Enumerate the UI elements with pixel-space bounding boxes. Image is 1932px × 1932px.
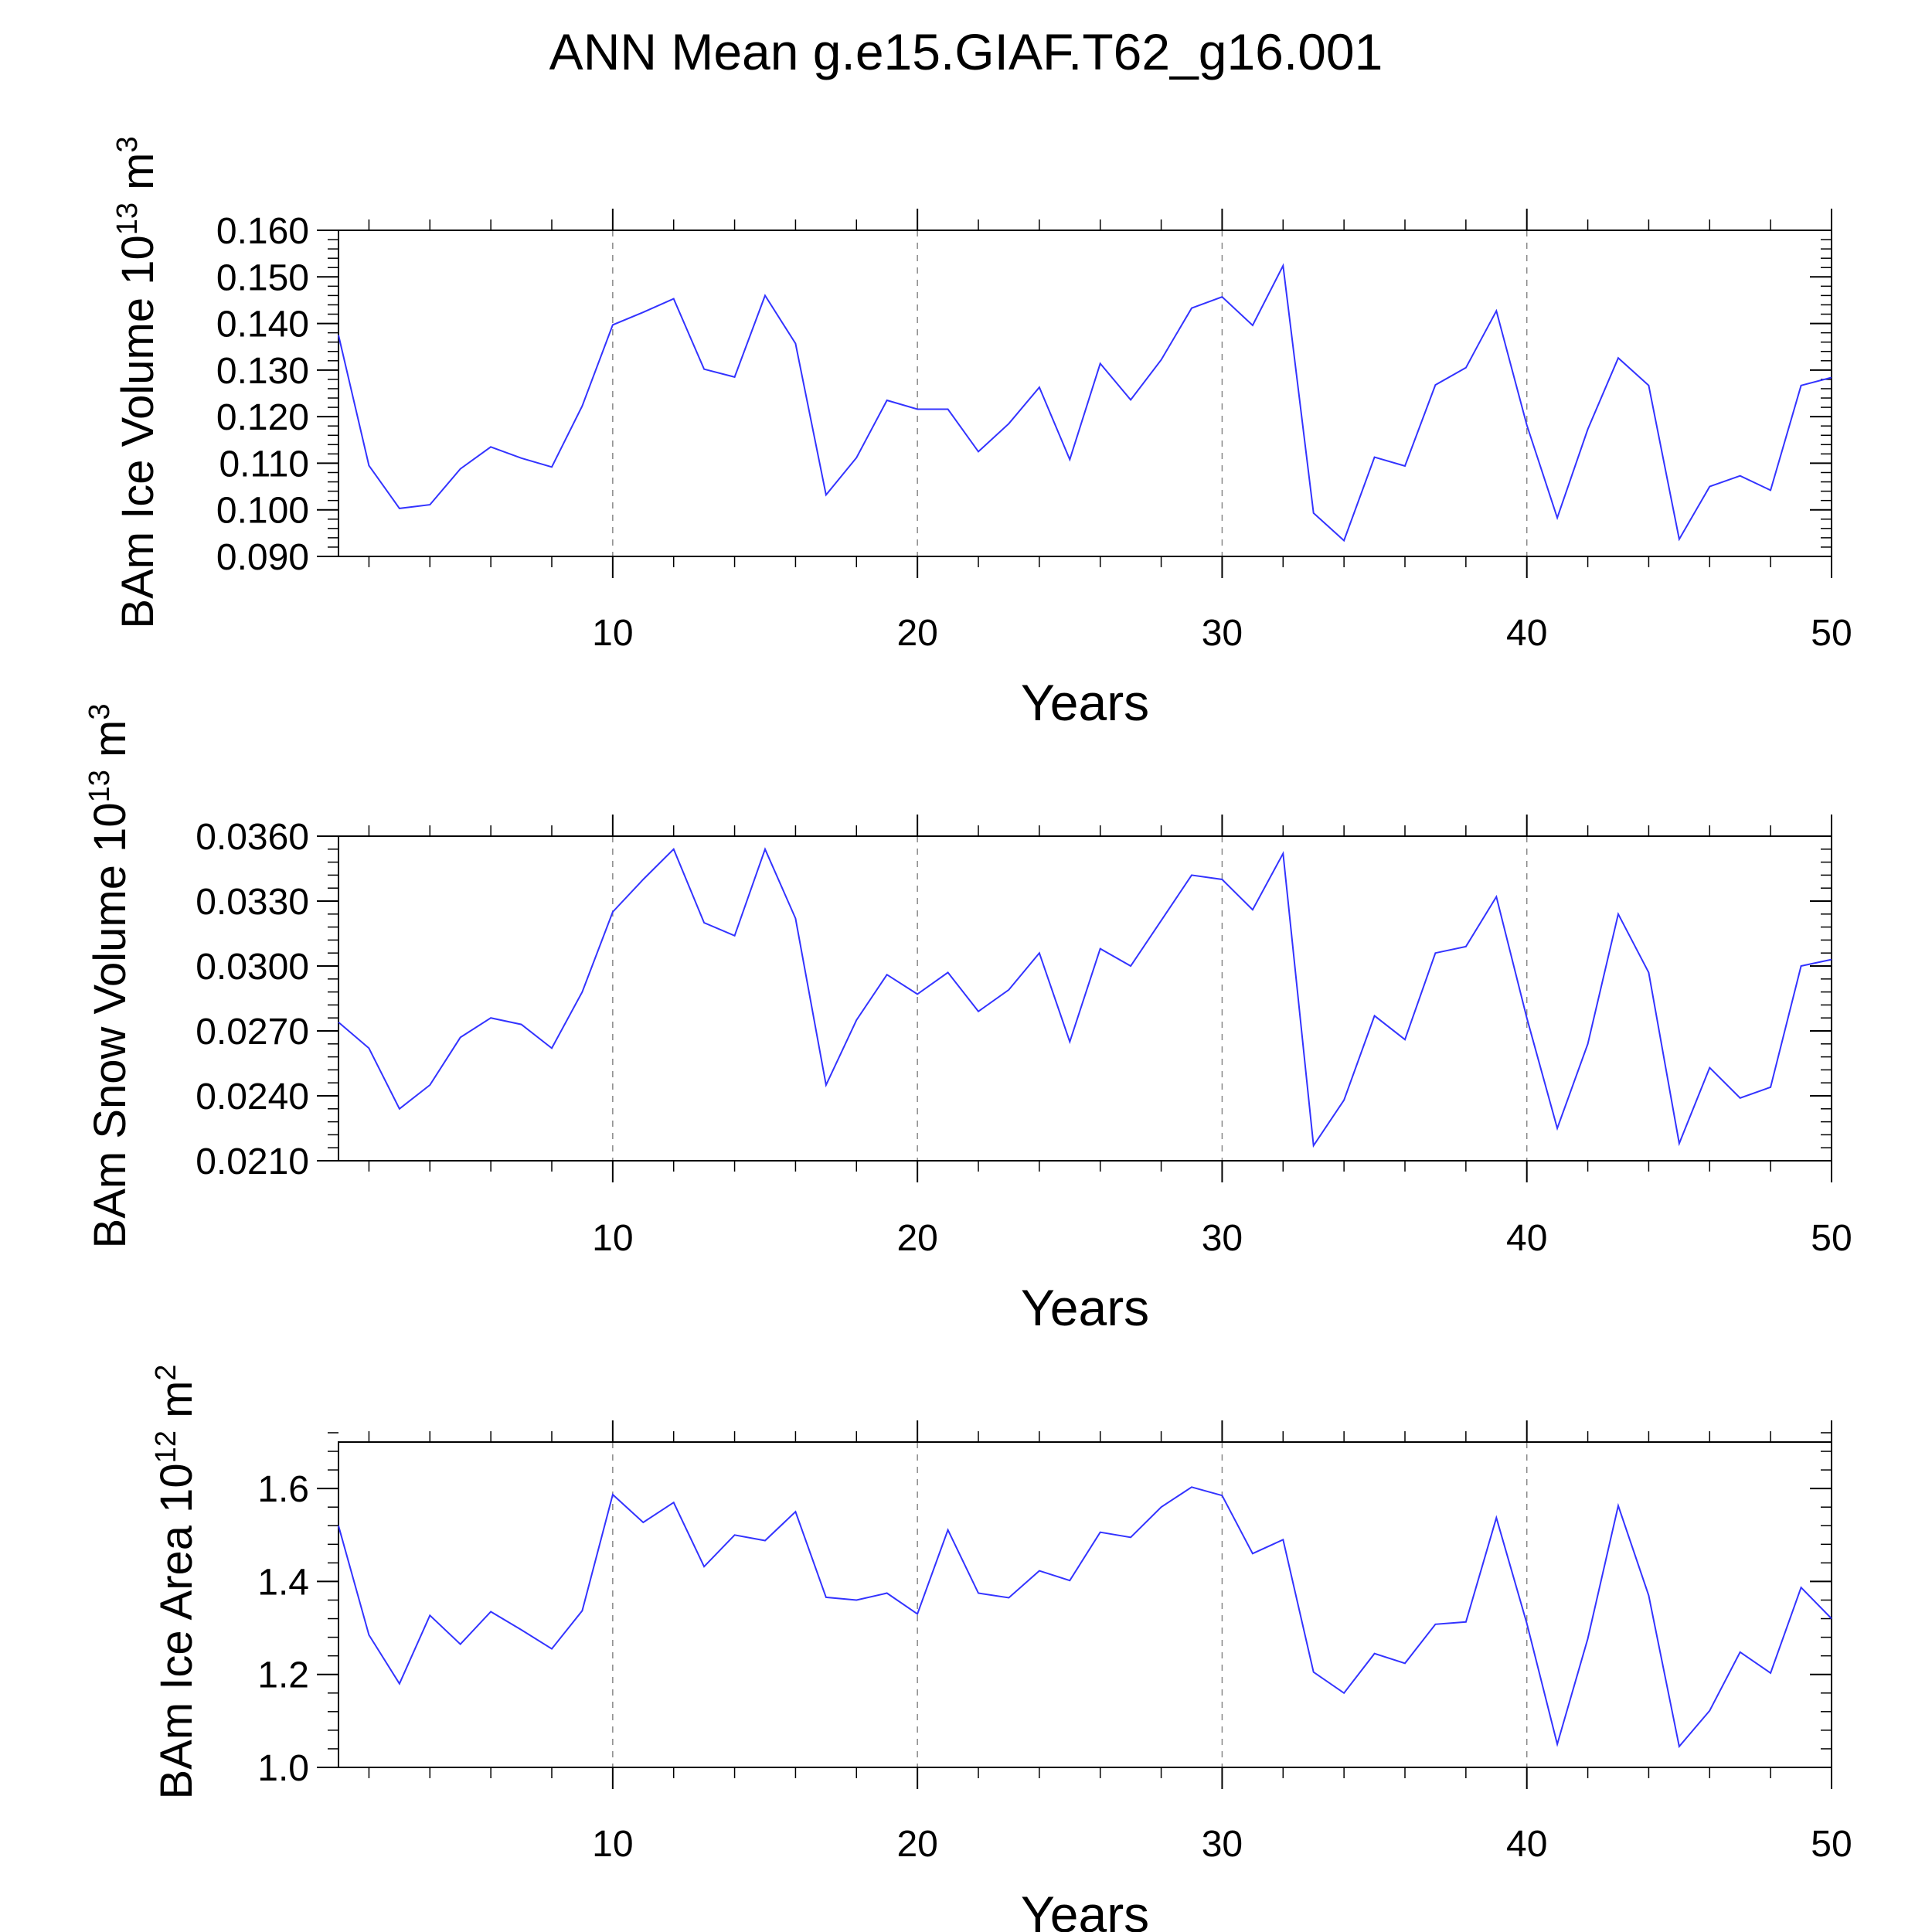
y-tick-label: 1.0 <box>257 1748 309 1789</box>
y-tick-label: 0.090 <box>216 537 309 578</box>
x-tick-label: 30 <box>1202 1218 1243 1259</box>
plot-frame <box>338 835 1832 1162</box>
plot-frame <box>338 230 1832 557</box>
x-tick-label: 40 <box>1506 1218 1547 1259</box>
y-axis-label-superscript: 12 <box>150 1430 182 1463</box>
y-tick-label: 1.4 <box>257 1562 309 1603</box>
y-tick-label: 1.6 <box>257 1469 309 1510</box>
y-tick-label: 0.160 <box>216 211 309 252</box>
y-axis-label-superscript: 2 <box>150 1364 182 1380</box>
x-tick-label: 10 <box>592 613 633 654</box>
y-axis-label-superscript: 3 <box>111 136 144 152</box>
y-tick-label: 0.0270 <box>196 1012 309 1053</box>
y-axis-label-text: m <box>113 153 163 202</box>
plot-frame <box>338 1441 1832 1768</box>
y-axis-label-text: m <box>85 720 135 770</box>
x-tick-label: 10 <box>592 1824 633 1865</box>
y-tick-label: 0.0240 <box>196 1077 309 1117</box>
y-axis-label-superscript: 3 <box>83 704 116 720</box>
y-axis-label-superscript: 13 <box>83 770 116 802</box>
y-tick-label: 0.150 <box>216 257 309 298</box>
y-tick-label: 0.0300 <box>196 947 309 988</box>
x-tick-label: 50 <box>1811 613 1852 654</box>
y-tick-label: 0.120 <box>216 397 309 438</box>
x-tick-label: 20 <box>896 613 937 654</box>
x-axis-label: Years <box>1021 1279 1149 1336</box>
x-tick-label: 20 <box>896 1218 937 1259</box>
chart-title: ANN Mean g.e15.GIAF.T62_g16.001 <box>549 23 1383 80</box>
y-axis-label-text: BAm Ice Area 10 <box>151 1463 202 1799</box>
x-tick-label: 40 <box>1506 613 1547 654</box>
y-tick-label: 0.140 <box>216 304 309 345</box>
x-tick-label: 30 <box>1202 613 1243 654</box>
x-tick-label: 20 <box>896 1824 937 1865</box>
y-tick-label: 0.110 <box>219 444 309 485</box>
data-line-3 <box>338 1486 1832 1749</box>
panels-group: 0.090 0.100 0.110 0.120 0.130 0.140 0.150 0.160… <box>83 136 1852 1932</box>
panel-3: 1.0 1.2 1.4 1.6 10 20 30 40 50 Years BAm Ice Area … <box>150 1364 1852 1932</box>
y-axis-label-text: BAm Ice Volume 10 <box>113 235 163 628</box>
x-tick-label: 50 <box>1811 1824 1852 1865</box>
panel-2: 0.0210 0.0240 0.0270 0.0300 0.0330 0.0360 10 20… <box>83 704 1852 1336</box>
y-tick-label: 1.2 <box>257 1655 309 1696</box>
y-tick-label: 0.0360 <box>196 817 309 858</box>
data-line-1 <box>338 263 1832 543</box>
y-tick-label: 0.130 <box>216 351 309 392</box>
x-axis-label: Years <box>1021 1886 1149 1932</box>
y-tick-label: 0.0210 <box>196 1141 309 1182</box>
x-tick-label: 40 <box>1506 1824 1547 1865</box>
y-axis-label-text: m <box>151 1381 202 1430</box>
x-axis-label: Years <box>1021 674 1149 731</box>
data-line-2 <box>338 847 1832 1148</box>
y-axis-label-text: BAm Snow Volume 10 <box>85 802 135 1248</box>
y-axis-label: BAm Ice Volume 1013 m3 <box>111 136 163 628</box>
y-axis-label: BAm Snow Volume 1013 m3 <box>83 704 135 1249</box>
y-axis-label-superscript: 13 <box>111 202 144 235</box>
y-axis-label: BAm Ice Area 1012 m2 <box>150 1364 202 1799</box>
x-tick-label: 10 <box>592 1218 633 1259</box>
panel-1: 0.090 0.100 0.110 0.120 0.130 0.140 0.150 0.160… <box>111 136 1852 731</box>
x-tick-label: 30 <box>1202 1824 1243 1865</box>
x-tick-label: 50 <box>1811 1218 1852 1259</box>
y-tick-label: 0.100 <box>216 491 309 532</box>
y-tick-label: 0.0330 <box>196 882 309 923</box>
